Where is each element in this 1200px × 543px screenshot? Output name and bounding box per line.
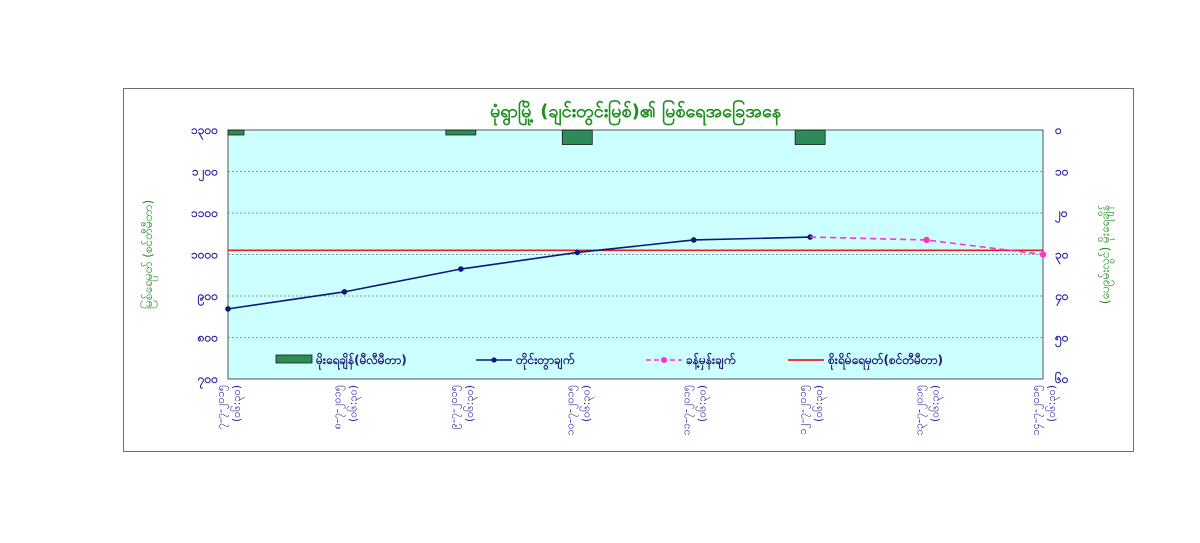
legend-swatch-rain	[275, 354, 313, 364]
right-tick-label: ၄၀	[1054, 289, 1069, 307]
x-tick-date: ၁၂-၇-၂၀၁၅	[796, 385, 811, 435]
left-tick-label: ၉၀၀	[197, 289, 219, 307]
x-tick-label: ၁၀-၇-၂၀၁၅ (၀၆:၃၀)	[563, 385, 594, 435]
x-tick-time: (၀၆:၃၀)	[1045, 385, 1060, 422]
measured-point	[458, 266, 464, 272]
x-tick-label: ၉-၇-၂၀၁၅ (၀၆:၃၀)	[447, 385, 478, 429]
left-tick-label: ၁၀၀၀	[191, 248, 218, 262]
x-tick-label: ၁၁-၇-၂၀၁၅ (၀၆:၃၀)	[680, 385, 711, 435]
legend-swatch-measured-marker	[491, 357, 497, 363]
left-tick-label: ၇၀၀	[197, 372, 219, 390]
x-tick-time: (၀၆:၃၀)	[929, 385, 944, 422]
x-tick-date: ၁၃-၇-၂၀၁၅	[913, 385, 928, 435]
x-tick-date: ၁၁-၇-၂၀၁၅	[680, 385, 695, 435]
x-tick-time: (၀၆:၃၀)	[463, 385, 478, 422]
x-tick-time: (၀၆:၃၀)	[230, 385, 245, 422]
x-tick-label: ၁၃-၇-၂၀၁၅ (၀၆:၃၀)	[913, 385, 944, 435]
x-tick-date: ၈-၇-၂၀၁၅	[330, 385, 345, 429]
x-tick-date: ၇-၇-၂၀၁၅	[214, 385, 229, 429]
left-tick-label: ၁၃၀၀	[191, 123, 218, 141]
rain-bar	[561, 129, 593, 145]
x-tick-time: (၀၆:၃၀)	[696, 385, 711, 422]
measured-point	[690, 237, 697, 243]
forecast-line	[810, 236, 1044, 256]
left-tick-label: ၈၀၀	[197, 331, 219, 345]
measured-point	[225, 306, 231, 312]
right-tick-label: ၁၀	[1055, 165, 1069, 179]
right-tick-label: ၃၀	[1055, 248, 1069, 266]
left-tick-label: ၁၁၀၀	[191, 206, 218, 220]
rain-bar	[227, 129, 245, 136]
legend-swatch-forecast-marker	[661, 357, 667, 363]
x-tick-date: ၁၀-၇-၂၀၁၅	[563, 385, 578, 435]
legend-label: ခန့်မှန်းချက်	[686, 351, 736, 371]
legend-label: တိုင်းတွာချက်	[515, 351, 575, 371]
measured-point	[574, 249, 581, 256]
rain-bar	[445, 129, 477, 136]
legend-label: စိုးရိမ်ရေမှတ်(စင်တီမီတာ)	[827, 351, 943, 371]
x-tick-time: (၀၆:၃၀)	[812, 385, 827, 422]
x-tick-date: ၉-၇-၂၀၁၅	[447, 385, 462, 429]
x-tick-date: ၁၄-၇-၂၀၁၅	[1029, 385, 1044, 435]
right-axis-label: (ပေ၉မ်းလွင်) မိုးရေချိန်	[1097, 205, 1115, 304]
right-tick-label: ၅၀	[1054, 331, 1069, 349]
forecast-point	[923, 236, 930, 244]
x-tick-label: ၁၂-၇-၂၀၁၅ (၀၆:၃၀)	[796, 385, 827, 435]
x-tick-label: ၈-၇-၂၀၁၅ (၀၆:၃၀)	[330, 385, 361, 429]
right-tick-label: ၀	[1054, 123, 1062, 137]
x-tick-time: (၀၆:၃၀)	[346, 385, 361, 422]
chart-frame: ၇၀၀ ၈၀၀ ၉၀၀ ၁၀၀၀ ၁၁၀၀ ၁၂၀၀ ၁၃၀၀ ၀၁၀၂၀၃၀၄၀၅၀၆၀ မု…	[123, 88, 1134, 452]
measured-point	[341, 289, 348, 295]
forecast-point	[1039, 251, 1047, 258]
left-axis-label: မြစ်ရေမှတ် (စင်တီမီတာ)	[139, 200, 158, 309]
chart-title: မုံရွာမြို့ (ချင်းတွင်းမြစ်)၏ မြစ်ရေအခြေ…	[490, 99, 782, 126]
legend-label: မိုးရေချိန်(မီလီမီတာ)	[315, 351, 407, 371]
rain-bar	[794, 129, 826, 145]
right-tick-label: ၆၀	[1054, 370, 1069, 386]
x-tick-label: ၁၄-၇-၂၀၁၅ (၀၆:၃၀)	[1029, 385, 1060, 435]
measured-line	[227, 236, 811, 310]
right-tick-label: ၂၀	[1054, 206, 1068, 224]
x-tick-label: ၇-၇-၂၀၁၅ (၀၆:၃၀)	[214, 385, 245, 429]
left-tick-label: ၁၂၀၀	[192, 165, 218, 183]
plot-area	[227, 129, 1044, 380]
x-tick-time: (၀၆:၃၀)	[579, 385, 594, 422]
